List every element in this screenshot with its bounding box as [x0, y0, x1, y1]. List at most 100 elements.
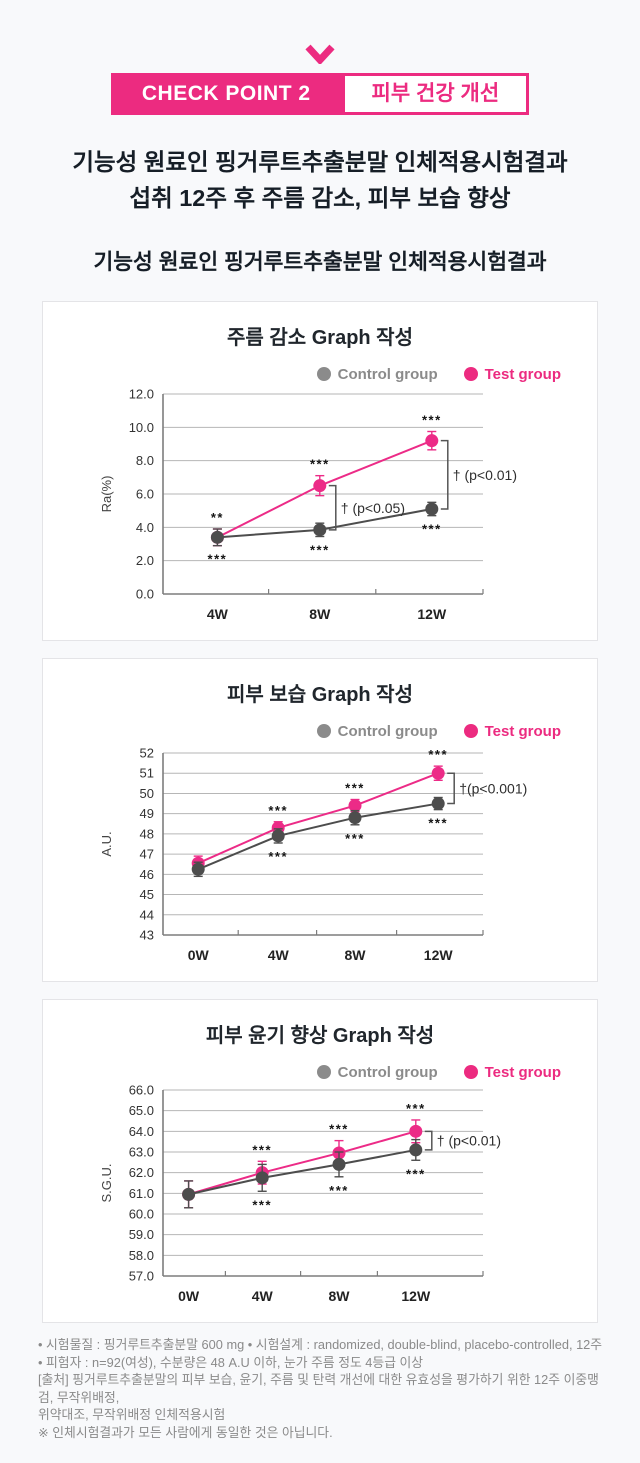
svg-text:***: *** [329, 1183, 349, 1198]
footnotes: • 시험물질 : 핑거루트추출분말 600 mg • 시험설계 : random… [38, 1336, 604, 1441]
svg-text:46: 46 [140, 867, 154, 882]
footnote-line: • 시험물질 : 핑거루트추출분말 600 mg • 시험설계 : random… [38, 1337, 603, 1352]
svg-text:***: *** [406, 1166, 426, 1181]
svg-text:49: 49 [140, 806, 154, 821]
svg-text:8W: 8W [345, 947, 367, 963]
svg-text:51: 51 [140, 766, 154, 781]
legend-test-label: Test group [484, 1063, 561, 1081]
svg-text:†(p<0.001): †(p<0.001) [459, 780, 527, 796]
svg-text:60.0: 60.0 [129, 1207, 154, 1222]
checkpoint-badge: CHECK POINT 2 [110, 73, 342, 115]
svg-text:4W: 4W [207, 606, 229, 622]
svg-text:59.0: 59.0 [129, 1227, 154, 1242]
svg-text:44: 44 [140, 907, 154, 922]
moisture-line-chart: 52 51 50 49 48 47 46 45 44 43 A.U. 0W 4W 8W 12W *** *** *… [99, 746, 527, 964]
svg-text:47: 47 [140, 847, 154, 862]
svg-text:† (p<0.01): † (p<0.01) [437, 1133, 501, 1149]
legend-control-label: Control group [337, 365, 438, 383]
svg-text:Ra(%): Ra(%) [99, 476, 114, 513]
checkpoint-header: CHECK POINT 2 피부 건강 개선 [0, 73, 640, 115]
gloss-chart-card: 피부 윤기 향상 Graph 작성 Control group Test gro… [42, 999, 598, 1323]
headline-line2: 섭취 12주 후 주름 감소, 피부 보습 향상 [129, 185, 511, 211]
svg-text:50: 50 [140, 786, 154, 801]
svg-text:† (p<0.01): † (p<0.01) [453, 467, 517, 483]
legend-item-control: Control group [316, 722, 438, 740]
legend-test-label: Test group [484, 365, 561, 383]
legend-item-control: Control group [316, 1063, 438, 1081]
wrinkle-chart-legend: Control group Test group [43, 364, 561, 384]
svg-text:12W: 12W [424, 947, 454, 963]
svg-text:***: *** [422, 413, 442, 428]
svg-text:65.0: 65.0 [129, 1103, 154, 1118]
chart-cards: 주름 감소 Graph 작성 Control group Test group … [0, 301, 640, 1323]
legend-test-label: Test group [484, 722, 561, 740]
gloss-chart-legend: Control group Test group [43, 1062, 561, 1082]
svg-text:12W: 12W [401, 1288, 431, 1304]
moisture-chart-card: 피부 보습 Graph 작성 Control group Test group … [42, 658, 598, 982]
svg-text:48: 48 [140, 826, 154, 841]
footnote-line: ※ 인체시험결과가 모든 사람에게 동일한 것은 아닙니다. [38, 1424, 333, 1440]
footnote-line: 위약대조, 무작위배정 인체적용시험 [38, 1407, 226, 1422]
checkpoint-tag: 피부 건강 개선 [341, 73, 530, 115]
svg-text:S.G.U.: S.G.U. [99, 1163, 114, 1202]
svg-text:57.0: 57.0 [129, 1269, 154, 1284]
svg-text:***: *** [329, 1122, 349, 1137]
test-dot-icon [463, 724, 478, 738]
svg-text:6.0: 6.0 [136, 487, 154, 502]
svg-text:***: *** [345, 781, 365, 796]
svg-text:2.0: 2.0 [136, 553, 154, 568]
svg-text:0W: 0W [178, 1288, 200, 1304]
svg-text:4W: 4W [268, 947, 290, 963]
wrinkle-chart-card: 주름 감소 Graph 작성 Control group Test group … [42, 301, 598, 641]
svg-text:***: *** [310, 543, 330, 558]
svg-text:8W: 8W [309, 606, 331, 622]
legend-item-test: Test group [463, 365, 561, 383]
svg-text:**: ** [211, 510, 224, 525]
svg-text:***: *** [345, 831, 365, 846]
legend-item-control: Control group [316, 365, 438, 383]
svg-text:0.0: 0.0 [136, 587, 154, 602]
svg-text:0W: 0W [188, 947, 210, 963]
moisture-chart-legend: Control group Test group [43, 721, 561, 741]
svg-text:***: *** [428, 816, 448, 831]
svg-text:† (p<0.05): † (p<0.05) [341, 500, 405, 516]
legend-control-label: Control group [337, 1063, 438, 1081]
svg-text:61.0: 61.0 [129, 1186, 154, 1201]
svg-text:45: 45 [140, 887, 154, 902]
chevron-down-glyph [305, 44, 335, 64]
wrinkle-chart-title: 주름 감소 Graph 작성 [227, 327, 413, 349]
svg-text:***: *** [268, 849, 288, 864]
svg-text:62.0: 62.0 [129, 1165, 154, 1180]
moisture-chart-title: 피부 보습 Graph 작성 [227, 684, 413, 706]
svg-text:8.0: 8.0 [136, 453, 154, 468]
svg-text:***: *** [208, 552, 228, 567]
svg-text:8W: 8W [329, 1288, 351, 1304]
test-dot-icon [463, 1065, 478, 1079]
chevron-down-icon [0, 44, 640, 64]
svg-text:***: *** [406, 1101, 426, 1116]
footnote-line: [출처] 핑거루트추출분말의 피부 보습, 윤기, 주름 및 탄력 개선에 대한… [38, 1372, 599, 1405]
svg-text:***: *** [252, 1197, 272, 1212]
svg-text:4W: 4W [252, 1288, 274, 1304]
legend-item-test: Test group [463, 1063, 561, 1081]
svg-text:58.0: 58.0 [129, 1248, 154, 1263]
svg-text:52: 52 [140, 746, 154, 761]
legend-control-label: Control group [337, 722, 438, 740]
legend-item-test: Test group [463, 722, 561, 740]
section-subtitle: 기능성 원료인 핑거루트추출분말 인체적용시험결과 [93, 250, 547, 274]
footnote-line: • 피험자 : n=92(여성), 수분량은 48 A.U 이하, 눈가 주름 … [38, 1354, 424, 1370]
gloss-line-chart: 66.0 65.0 64.0 63.0 62.0 61.0 60.0 59.0 58.0 57.0… [99, 1084, 501, 1304]
test-dot-icon [463, 367, 478, 381]
svg-text:***: *** [268, 803, 288, 818]
control-dot-icon [316, 367, 331, 381]
svg-text:64.0: 64.0 [129, 1124, 154, 1139]
svg-text:66.0: 66.0 [129, 1084, 154, 1098]
svg-text:***: *** [252, 1142, 272, 1157]
svg-text:A.U.: A.U. [99, 831, 114, 856]
headline-line1: 기능성 원료인 핑거루트추출분말 인체적용시험결과 [72, 149, 568, 175]
svg-text:12.0: 12.0 [129, 387, 154, 402]
svg-text:***: *** [422, 522, 442, 537]
svg-text:***: *** [310, 457, 330, 472]
